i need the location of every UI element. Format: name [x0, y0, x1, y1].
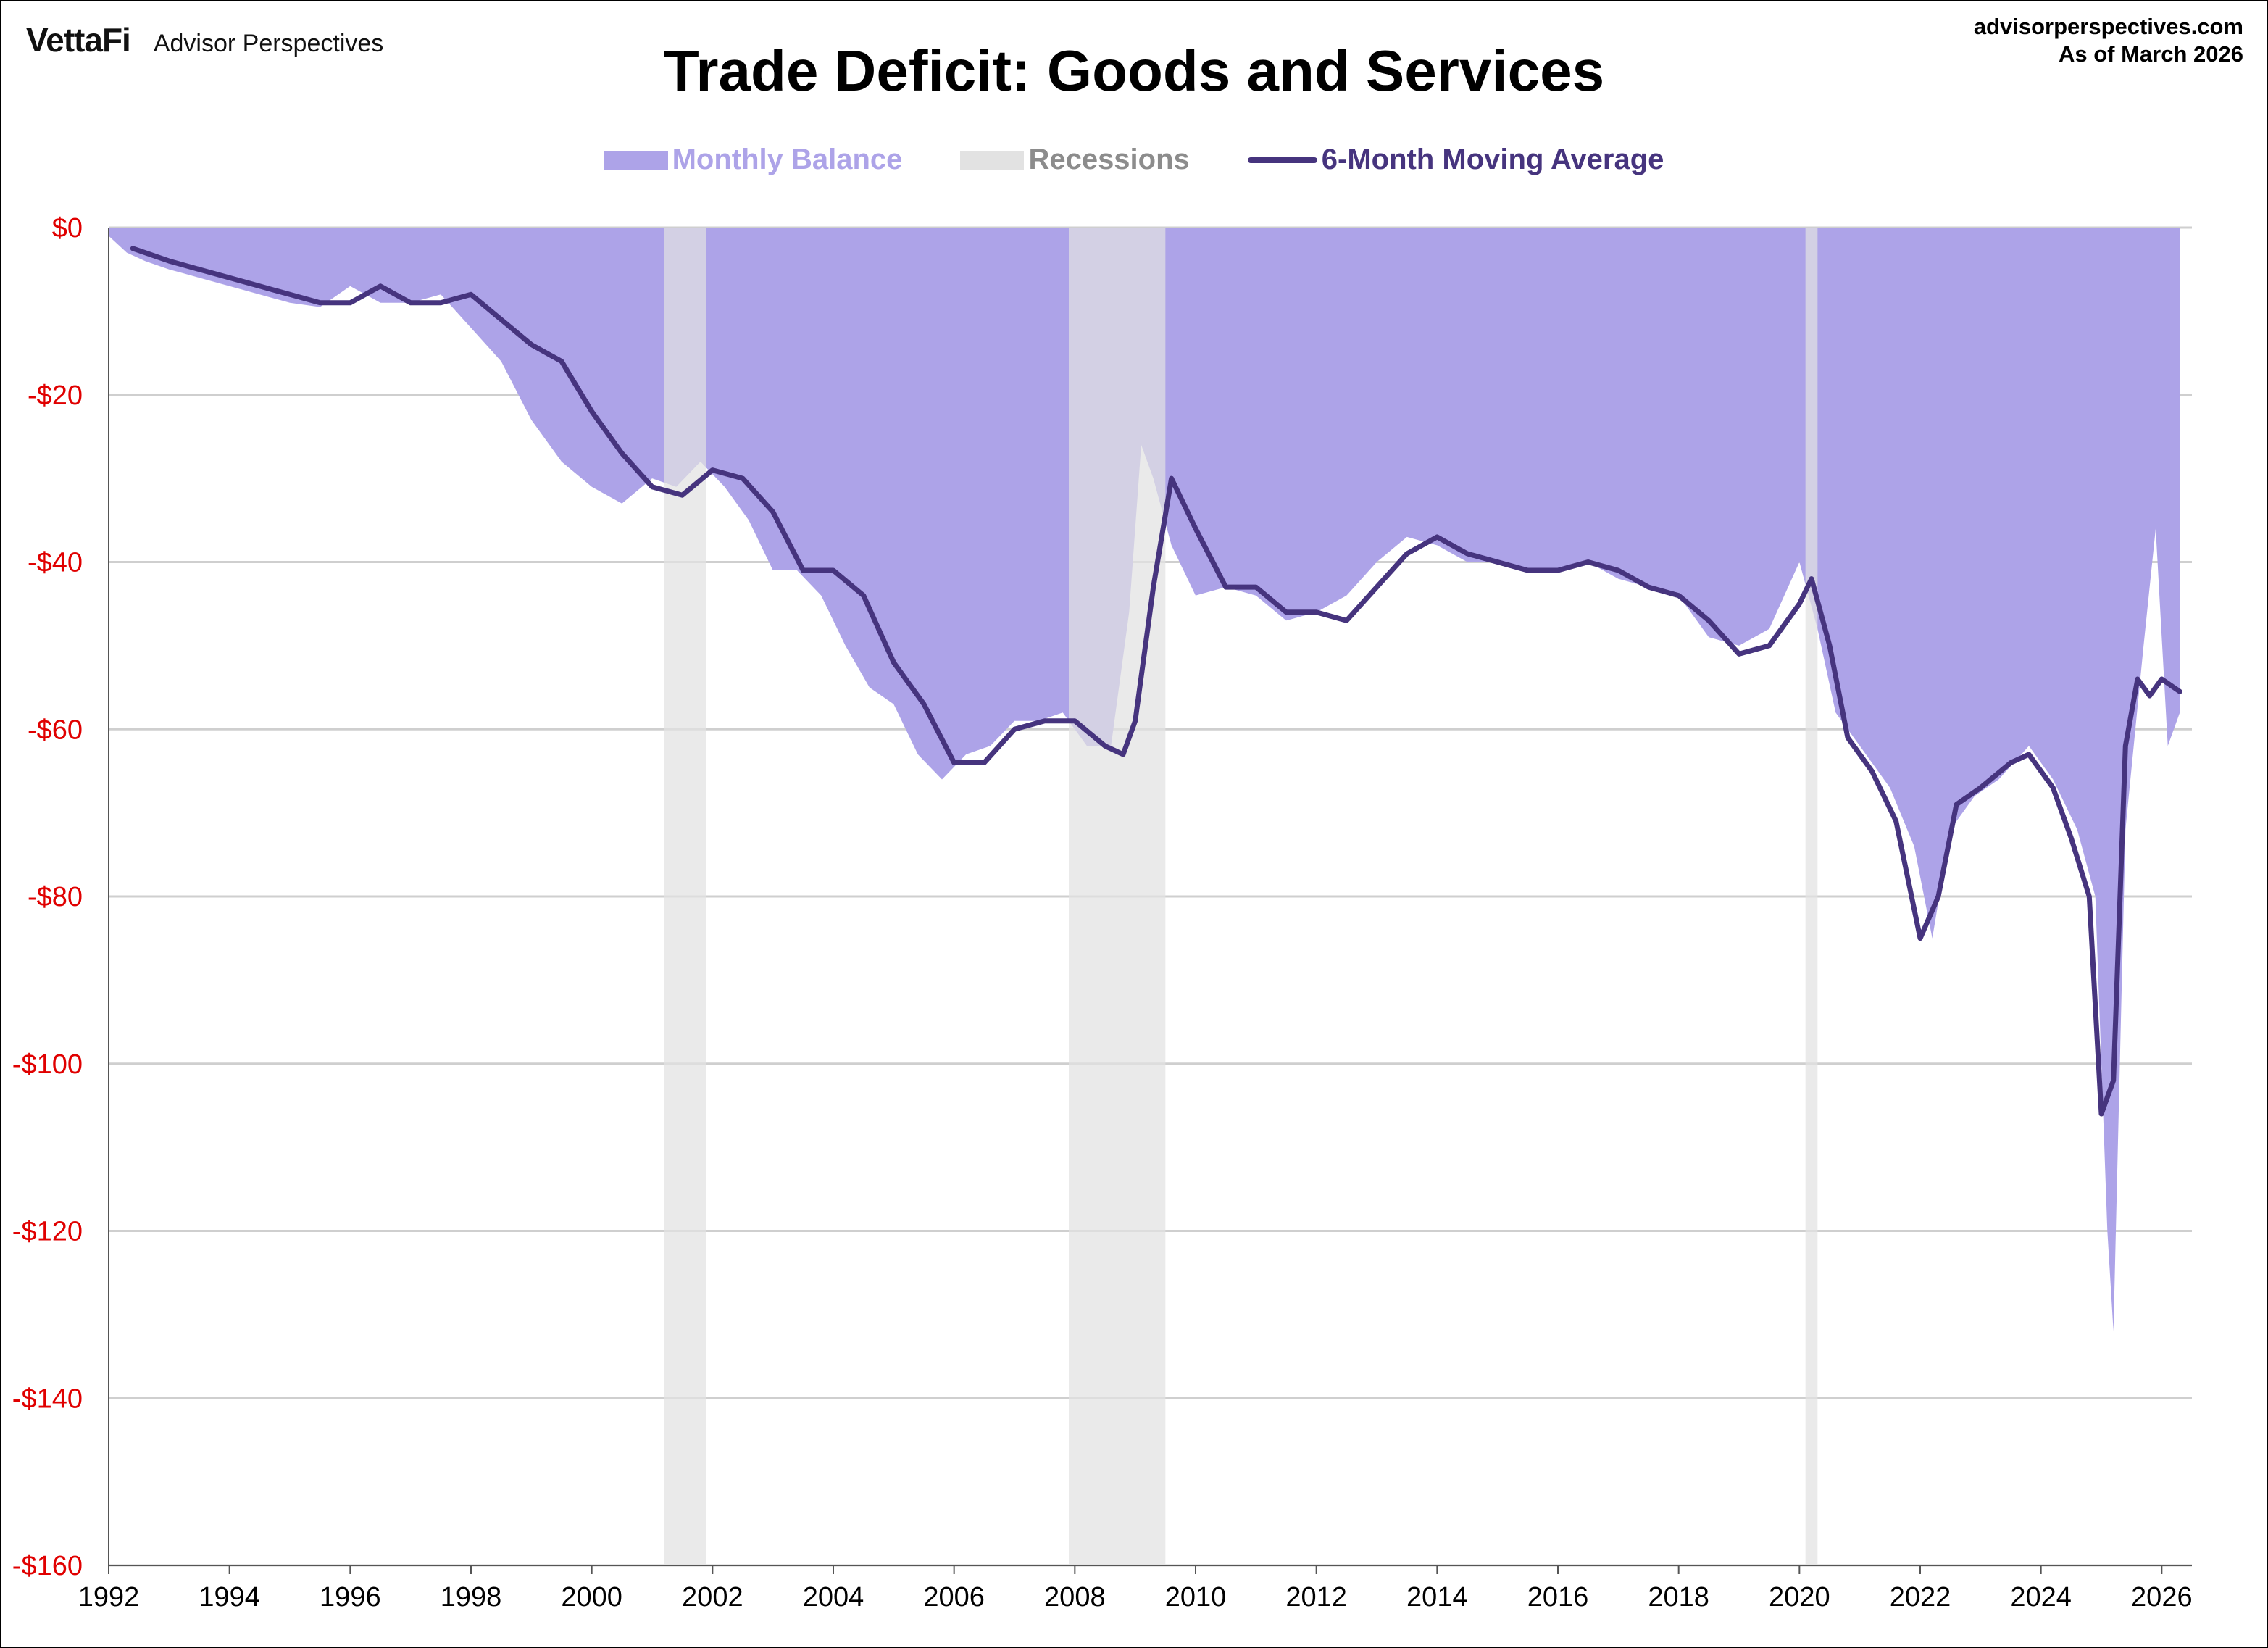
- legend-swatch-moving-average: [1247, 157, 1317, 163]
- x-tick-label: 2006: [923, 1582, 985, 1612]
- y-tick-label: -$120: [12, 1217, 83, 1247]
- x-tick-label: 1994: [199, 1582, 260, 1612]
- x-tick-label: 2016: [1527, 1582, 1589, 1612]
- x-tick-label: 2020: [1769, 1582, 1830, 1612]
- legend-item-recessions: Recessions: [960, 143, 1190, 176]
- y-tick-label: -$160: [12, 1551, 83, 1581]
- x-tick-label: 1998: [441, 1582, 502, 1612]
- x-tick-label: 2022: [1890, 1582, 1951, 1612]
- legend-item-monthly: Monthly Balance: [604, 143, 903, 176]
- recession-band: [1805, 228, 1818, 1565]
- x-tick-label: 2012: [1285, 1582, 1347, 1612]
- x-tick-label: 2026: [2131, 1582, 2193, 1612]
- recession-band: [1069, 228, 1166, 1565]
- source-info: advisorperspectives.com As of March 2026: [1974, 13, 2243, 68]
- x-tick-label: 2000: [561, 1582, 622, 1612]
- legend-swatch-recessions: [960, 150, 1025, 170]
- x-tick-label: 1992: [78, 1582, 140, 1612]
- legend-swatch-monthly: [604, 150, 668, 170]
- x-tick-label: 2008: [1044, 1582, 1106, 1612]
- legend-label-moving-average: 6-Month Moving Average: [1321, 143, 1664, 175]
- series-line-moving-average: [130, 246, 2182, 1117]
- y-tick-label: $0: [52, 213, 83, 244]
- brand-header: VettaFi Advisor Perspectives: [26, 20, 383, 59]
- x-tick-label: 1996: [320, 1582, 381, 1612]
- chart-title: Trade Deficit: Goods and Services: [663, 38, 1605, 103]
- as-of-date: As of March 2026: [2059, 41, 2243, 67]
- x-tick-label: 2002: [682, 1582, 743, 1612]
- x-tick-label: 2014: [1406, 1582, 1468, 1612]
- brand-name: Advisor Perspectives: [153, 30, 384, 57]
- y-tick-label: -$20: [28, 380, 83, 411]
- x-tick-label: 2010: [1165, 1582, 1227, 1612]
- x-tick-label: 2004: [803, 1582, 864, 1612]
- site-url: advisorperspectives.com: [1973, 14, 2243, 39]
- y-tick-label: -$100: [12, 1049, 83, 1080]
- y-tick-label: -$80: [28, 882, 83, 912]
- chart-legend: Monthly Balance Recessions 6-Month Movin…: [0, 143, 2268, 176]
- y-tick-label: -$40: [28, 548, 83, 578]
- x-tick-label: 2018: [1648, 1582, 1709, 1612]
- legend-label-recessions: Recessions: [1028, 143, 1190, 175]
- y-tick-label: -$140: [12, 1383, 83, 1414]
- series-area-monthly-balance: [109, 228, 2180, 1331]
- x-tick-label: 2024: [2010, 1582, 2072, 1612]
- y-tick-label: -$60: [28, 715, 83, 745]
- vettafi-logo: VettaFi: [26, 21, 131, 59]
- recession-band: [664, 228, 706, 1565]
- legend-label-monthly: Monthly Balance: [672, 143, 903, 175]
- legend-item-moving-average: 6-Month Moving Average: [1247, 143, 1664, 176]
